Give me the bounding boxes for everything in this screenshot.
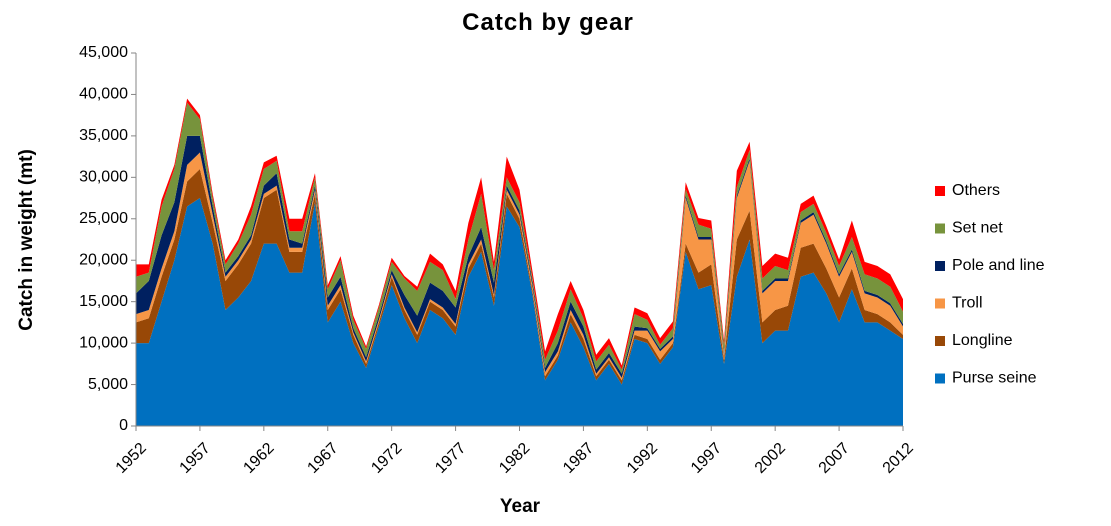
x-tick-label: 1957 <box>177 440 214 477</box>
legend-label: Longline <box>952 332 1013 349</box>
legend-label: Others <box>952 182 1000 199</box>
y-tick-label: 25,000 <box>79 210 128 227</box>
legend-label: Pole and line <box>952 257 1045 274</box>
y-axis-label: Catch in weight (mt) <box>16 149 37 331</box>
x-tick-label: 1992 <box>624 440 661 477</box>
legend-label: Set net <box>952 220 1003 237</box>
y-tick-label: 35,000 <box>79 127 128 144</box>
legend-swatch <box>935 186 945 196</box>
y-tick-label: 5,000 <box>88 376 128 393</box>
area <box>136 102 903 374</box>
x-tick-label: 2002 <box>752 440 789 477</box>
x-tick-label: 2007 <box>816 440 853 477</box>
plot-area <box>136 98 903 426</box>
chart-title: Catch by gear <box>462 9 634 36</box>
x-tick-label: 2012 <box>880 440 917 477</box>
y-tick-label: 45,000 <box>79 44 128 61</box>
y-tick-label: 30,000 <box>79 169 128 186</box>
x-tick-label: 1982 <box>496 440 533 477</box>
legend-swatch <box>935 261 945 271</box>
y-tick-label: 15,000 <box>79 293 128 310</box>
legend-label: Purse seine <box>952 370 1037 387</box>
legend: Purse seine Longline Troll Pole and line Set… <box>935 182 1045 387</box>
x-tick-label: 1987 <box>560 440 597 477</box>
legend-swatch <box>935 223 945 234</box>
x-tick-label: 1952 <box>113 440 150 477</box>
x-tick-label: 1962 <box>240 440 277 477</box>
x-tick-label: 1977 <box>432 440 469 477</box>
x-tick-label: 1967 <box>304 440 341 477</box>
y-tick-label: 40,000 <box>79 86 128 103</box>
x-tick-label: 1972 <box>368 440 405 477</box>
y-tick-label: 0 <box>119 417 128 434</box>
legend-label: Troll <box>952 295 983 312</box>
y-tick-label: 20,000 <box>79 251 128 268</box>
y-tick-label: 10,000 <box>79 334 128 351</box>
legend-swatch <box>935 298 945 309</box>
x-axis-label: Year <box>500 496 541 517</box>
legend-swatch <box>935 336 945 346</box>
area <box>136 198 903 426</box>
x-tick-label: 1997 <box>688 440 725 477</box>
legend-swatch <box>935 373 945 384</box>
